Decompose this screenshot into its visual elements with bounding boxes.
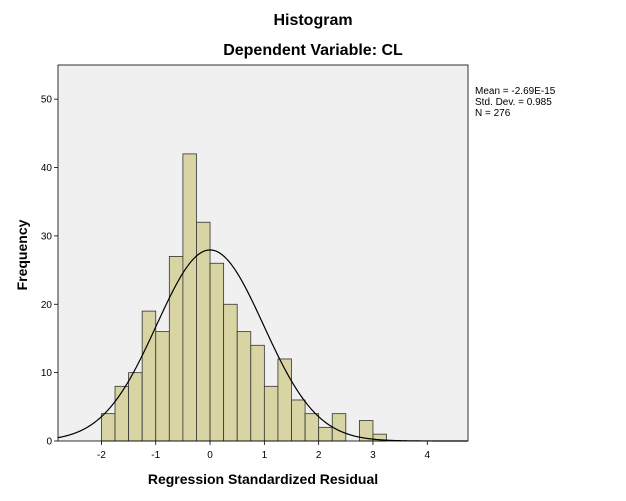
x-tick-label: 0: [207, 450, 213, 461]
histogram-bar: [250, 344, 265, 442]
chart-title: Histogram: [273, 12, 353, 29]
stats-n: N = 276: [475, 108, 511, 119]
stats-legend: Mean = -2.69E-15 Std. Dev. = 0.985 N = 2…: [475, 86, 555, 119]
y-tick-label: 20: [41, 300, 53, 311]
histogram-bar: [155, 331, 170, 442]
histogram-bar: [263, 385, 279, 442]
plot-frame: [57, 64, 469, 442]
y-tick-label: 0: [46, 437, 52, 448]
histogram-bar: [318, 426, 333, 442]
stats-mean: Mean = -2.69E-15: [475, 86, 556, 97]
histogram-bar: [304, 413, 320, 442]
y-tick-label: 50: [41, 95, 53, 106]
histogram-bar: [277, 358, 292, 442]
y-tick-label: 10: [41, 368, 53, 379]
chart-subtitle: Dependent Variable: CL: [223, 42, 403, 59]
x-tick-label: 1: [262, 450, 268, 461]
x-tick-label: -1: [151, 450, 160, 461]
x-tick-label: 4: [424, 450, 430, 461]
histogram-bar: [182, 153, 197, 442]
histogram-bar: [291, 399, 306, 442]
histogram-bar: [209, 262, 225, 442]
y-axis-label: Frequency: [14, 219, 30, 290]
x-tick-label: 3: [370, 450, 376, 461]
x-axis-label: Regression Standardized Residual: [148, 471, 378, 487]
stats-std-dev: Std. Dev. = 0.985: [475, 97, 552, 108]
histogram-bar: [331, 413, 347, 442]
x-tick-label: 2: [316, 450, 322, 461]
x-tick-label: -2: [97, 450, 106, 461]
histogram-bar: [223, 303, 238, 442]
histogram-bar: [236, 331, 252, 442]
y-tick-label: 30: [41, 231, 53, 242]
histogram-bar: [114, 385, 129, 442]
y-tick-label: 40: [41, 163, 53, 174]
histogram-bar: [101, 413, 116, 442]
histogram-bar: [128, 372, 143, 442]
